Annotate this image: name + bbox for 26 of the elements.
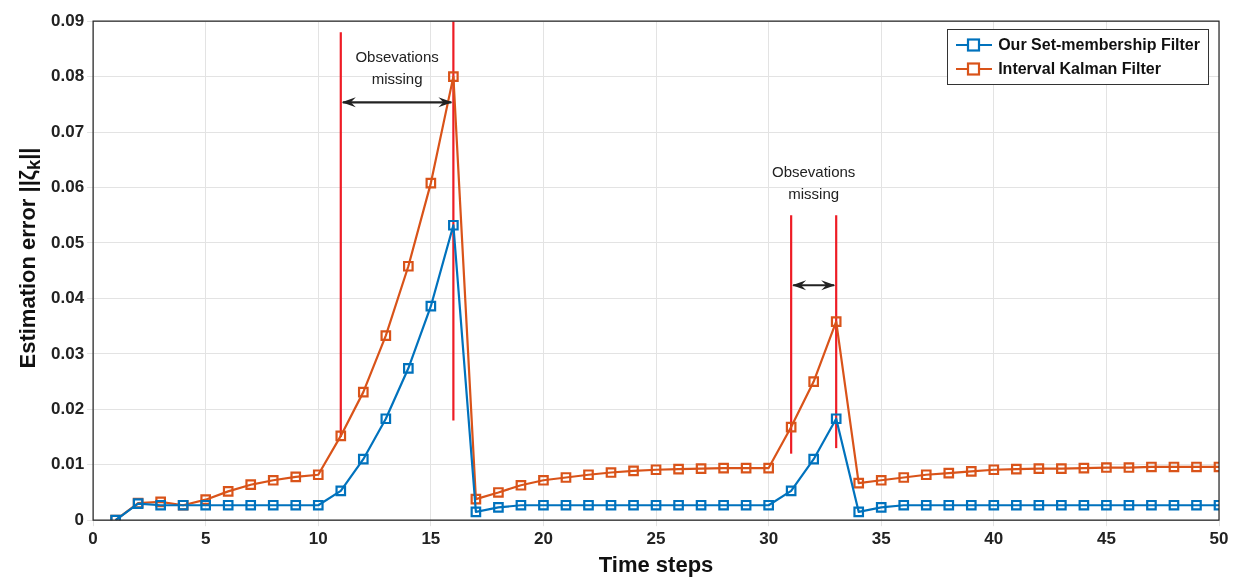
y-tick-label: 0.01: [50, 454, 85, 474]
x-tick-label: 30: [759, 529, 779, 549]
x-tick-label: 10: [308, 529, 328, 549]
y-tick-label: 0.02: [50, 399, 85, 418]
y-tick-label: 0.03: [50, 343, 85, 363]
y-tick-label: 0.08: [50, 66, 85, 86]
x-tick-label: 20: [533, 529, 553, 549]
y-tick-label: 0.05: [50, 232, 85, 252]
y-tick-label: 0: [74, 509, 85, 529]
y-tick-label: 0.04: [50, 288, 85, 308]
legend-label: Our Set-membership Filter: [998, 35, 1200, 56]
annotation: Obsevations missing: [771, 163, 856, 203]
y-tick-label: 0.07: [50, 121, 85, 141]
x-tick-label: 15: [421, 529, 441, 549]
legend-label: Interval Kalman Filter: [998, 59, 1161, 80]
x-tick-label: 0: [88, 529, 98, 549]
x-tick-label: 45: [1096, 529, 1116, 549]
x-tick-label: 25: [646, 529, 666, 549]
x-tick-label: 50: [1209, 529, 1229, 549]
x-tick-label: 35: [871, 529, 891, 549]
x-tick-label: 5: [200, 529, 211, 549]
y-tick-label: 0.09: [50, 10, 85, 30]
annotation: Obsevations missing: [355, 48, 439, 88]
x-tick-label: 40: [984, 529, 1004, 549]
y-tick-label: 0.06: [50, 177, 85, 197]
x-axis-title: Time steps: [598, 551, 714, 577]
